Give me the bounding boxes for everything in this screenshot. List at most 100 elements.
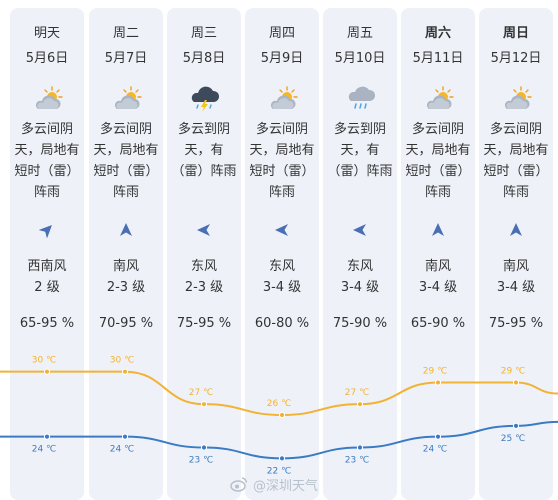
wind-level: 3-4 级 — [262, 280, 302, 295]
high-temp-label: 29 ℃ — [501, 367, 525, 377]
high-temp-point — [434, 379, 442, 386]
cloudy-sun-icon — [270, 86, 298, 109]
date-label: 5月12日 — [490, 51, 542, 66]
day-label: 周三 — [190, 26, 217, 41]
arrow-west-icon — [275, 224, 288, 236]
humidity: 75-95 % — [488, 316, 544, 331]
humidity: 60-80 % — [254, 316, 310, 331]
day-label: 周二 — [112, 26, 139, 41]
wind-level: 3-4 级 — [496, 280, 536, 295]
wind-level: 2-3 级 — [184, 280, 224, 295]
forecast-day: 周四 5月9日 多云间阴 天，局地有 短时（雷） 阵雨 东风 3-4 级 60-… — [243, 0, 321, 360]
cloudy-sun-icon — [504, 86, 532, 109]
high-temp-point — [200, 401, 208, 408]
cloudy-sun-icon — [114, 86, 142, 109]
weibo-icon — [230, 477, 248, 492]
date-label: 5月7日 — [104, 51, 148, 66]
arrow-north-icon — [510, 223, 522, 236]
forecast-day: 周日 5月12日 多云间阴 天，局地有 短时（雷） 阵雨 南风 3-4 级 75… — [477, 0, 555, 360]
humidity: 75-95 % — [176, 316, 232, 331]
forecast-day: 周三 5月8日 多云到阴 天，有 （雷）阵雨 东风 2-3 级 75-95 % — [165, 0, 243, 360]
low-temp-point — [200, 444, 208, 451]
date-label: 5月9日 — [260, 51, 304, 66]
forecast-day: 明天 5月6日 多云间阴 天，局地有 短时（雷） 阵雨 西南风 2 级 65-9… — [8, 0, 86, 360]
low-temp-label: 22 ℃ — [267, 466, 291, 476]
high-temp-point — [278, 411, 286, 419]
low-temp-label: 23 ℃ — [345, 456, 369, 466]
high-temp-point — [512, 379, 520, 386]
humidity: 65-90 % — [410, 316, 466, 331]
low-temp-label: 24 ℃ — [110, 445, 134, 455]
high-temp-label: 26 ℃ — [267, 399, 291, 409]
day-card — [89, 8, 163, 500]
weather-description: 多云间阴 天，局地有 短时（雷） 阵雨 — [405, 122, 471, 200]
day-card — [401, 8, 475, 500]
wind-level: 3-4 级 — [418, 280, 458, 295]
wind-direction: 西南风 — [27, 259, 67, 274]
wind-level: 2-3 级 — [106, 280, 146, 295]
day-label: 周日 — [502, 26, 529, 41]
low-temp-point — [356, 444, 364, 451]
high-temp-point — [121, 368, 129, 375]
date-label: 5月10日 — [334, 51, 386, 66]
weather-description: 多云到阴 天，有 （雷）阵雨 — [171, 122, 237, 179]
weather-description: 多云间阴 天，局地有 短时（雷） 阵雨 — [249, 122, 315, 200]
wind-level: 3-4 级 — [340, 280, 380, 295]
weather-description: 多云间阴 天，局地有 短时（雷） 阵雨 — [14, 122, 80, 200]
high-temp-label: 29 ℃ — [423, 367, 447, 377]
wind-direction: 东风 — [190, 259, 217, 274]
humidity: 75-90 % — [332, 316, 388, 331]
humidity: 70-95 % — [98, 316, 154, 331]
low-temp-point — [434, 433, 442, 440]
day-card — [479, 8, 553, 500]
cloud-rain-icon — [348, 86, 376, 109]
arrow-northeast-icon — [39, 225, 52, 238]
humidity: 65-95 % — [19, 316, 75, 331]
wind-direction: 南风 — [424, 259, 451, 274]
date-label: 5月6日 — [25, 51, 69, 66]
high-temp-point — [43, 368, 51, 375]
weather-description: 多云到阴 天，有 （雷）阵雨 — [327, 122, 393, 179]
low-temp-point — [121, 433, 129, 440]
watermark-text: @深圳天气 — [253, 478, 319, 494]
weather-description: 多云间阴 天，局地有 短时（雷） 阵雨 — [93, 122, 159, 200]
high-temp-label: 30 ℃ — [110, 356, 134, 366]
high-temp-label: 27 ℃ — [189, 388, 213, 398]
forecast-day: 周二 5月7日 多云间阴 天，局地有 短时（雷） 阵雨 南风 2-3 级 70-… — [87, 0, 165, 360]
high-temp-point — [356, 401, 364, 408]
day-label: 明天 — [33, 26, 60, 41]
wind-level: 2 级 — [34, 280, 60, 295]
low-temp-label: 24 ℃ — [423, 445, 447, 455]
arrow-north-icon — [432, 223, 444, 236]
wind-direction: 东风 — [346, 259, 373, 274]
low-temp-point — [278, 455, 286, 462]
forecast-day: 周五 5月10日 多云到阴 天，有 （雷）阵雨 东风 3-4 级 75-90 % — [321, 0, 399, 360]
arrow-north-icon — [120, 223, 132, 236]
wind-direction: 南风 — [112, 259, 139, 274]
wind-direction: 东风 — [268, 259, 295, 274]
arrow-west-icon — [353, 224, 366, 236]
low-temp-label: 24 ℃ — [32, 445, 56, 455]
watermark: @深圳天气 — [230, 474, 318, 494]
high-temp-label: 27 ℃ — [345, 388, 369, 398]
date-label: 5月8日 — [182, 51, 226, 66]
weather-description: 多云间阴 天，局地有 短时（雷） 阵雨 — [483, 122, 549, 200]
day-card — [10, 8, 84, 500]
wind-direction: 南风 — [502, 259, 529, 274]
day-label: 周四 — [268, 26, 295, 41]
low-temp-line — [0, 420, 558, 460]
day-label: 周六 — [424, 26, 451, 41]
low-temp-point — [43, 433, 51, 440]
low-temp-point — [512, 422, 520, 429]
low-temp-label: 25 ℃ — [501, 434, 525, 444]
arrow-west-icon — [197, 224, 210, 236]
low-temp-label: 23 ℃ — [189, 456, 213, 466]
high-temp-label: 30 ℃ — [32, 356, 56, 366]
day-label: 周五 — [346, 26, 373, 41]
forecast-day: 周六 5月11日 多云间阴 天，局地有 短时（雷） 阵雨 南风 3-4 级 65… — [399, 0, 477, 360]
cloudy-sun-icon — [426, 86, 454, 109]
cloudy-sun-icon — [35, 86, 63, 109]
date-label: 5月11日 — [412, 51, 464, 66]
thunderstorm-icon — [191, 86, 220, 112]
